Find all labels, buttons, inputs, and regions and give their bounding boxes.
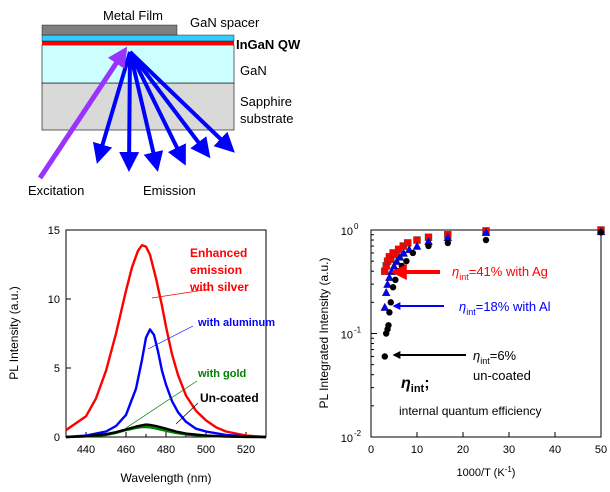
annotation-ag: ηint=41% with Ag [452, 264, 548, 282]
annotation-gold: with gold [197, 368, 246, 380]
emission-arrow [92, 51, 132, 164]
y-tick-label: 15 [48, 225, 60, 237]
y-tick-label: 10 [341, 433, 353, 445]
sapphire-label-line1: Sapphire [240, 94, 292, 109]
gan-spacer-label: GaN spacer [190, 15, 260, 30]
gold-pointer [125, 380, 198, 429]
gan-label: GaN [240, 63, 267, 78]
series-line [65, 423, 267, 439]
emission-arrow [119, 51, 140, 172]
x-tick-label: 520 [237, 444, 255, 456]
annotation-arrows [390, 264, 466, 359]
emission-arrow [128, 50, 235, 153]
data-points [380, 226, 606, 360]
data-point-square [404, 239, 412, 247]
uncoated-pointer [175, 402, 199, 425]
plot-frame [65, 229, 267, 438]
data-point-circle [482, 236, 490, 244]
annotation-aluminum: with aluminum [197, 317, 275, 329]
data-point-circle [386, 309, 393, 316]
y-tick-exponent: -1 [354, 326, 362, 335]
series-line [65, 244, 267, 439]
x-tick-label: 500 [197, 444, 215, 456]
metal-film-layer [41, 24, 178, 36]
eta-definition-caption: internal quantum efficiency [399, 404, 542, 418]
data-point-circle [381, 353, 388, 360]
y-axis-label: PL Integrated Intensity (a.u.) [317, 258, 331, 409]
sapphire-label-line2: substrate [240, 111, 293, 126]
data-point-circle [392, 276, 399, 284]
emission-arrow [128, 50, 211, 159]
x-tick-label: 480 [157, 444, 175, 456]
x-tick-label: 440 [77, 444, 95, 456]
excitation-label: Excitation [28, 183, 84, 198]
annotation-silver-line3: with silver [189, 280, 249, 294]
data-point-circle [403, 257, 410, 265]
data-point-circle [444, 239, 452, 247]
x-tick-label: 10 [411, 444, 423, 456]
series-lines [65, 244, 267, 439]
y-tick-label: 10 [341, 226, 353, 238]
annotation-uncoated-line2: un-coated [473, 368, 531, 383]
emission-arrow [128, 51, 186, 166]
emission-arrows [92, 50, 235, 172]
qw-layer [42, 41, 234, 45]
y-tick-exponent: -2 [354, 429, 362, 438]
x-axis-label: Wavelength (nm) [121, 471, 212, 485]
x-tick-label: 460 [117, 444, 135, 456]
y-axis-label: PL Intensity (a.u.) [7, 286, 21, 380]
data-point-circle [389, 284, 397, 291]
emission-label: Emission [143, 183, 196, 198]
annotation-uncoated: Un-coated [200, 391, 259, 405]
data-point-triangle [481, 227, 491, 237]
y-tick-label: 10 [341, 330, 353, 342]
tick-marks: 440 460 480 500 520 0 5 10 15 [48, 225, 255, 456]
data-point-circle [597, 229, 605, 236]
metal-film-label: Metal Film [103, 8, 163, 23]
x-tick-label: 0 [368, 444, 374, 456]
data-point-circle [385, 322, 392, 329]
eta-definition: ηint; [401, 375, 430, 395]
data-point-triangle [383, 279, 392, 288]
aluminum-pointer [147, 325, 194, 350]
data-point-triangle [381, 287, 391, 297]
annotation-silver-line1: Enhanced [190, 246, 247, 260]
x-tick-label: 50 [595, 444, 607, 456]
excitation-arrow [37, 46, 128, 180]
annotation-silver-line2: emission [190, 263, 242, 277]
x-tick-label: 20 [457, 444, 469, 456]
y-tick-exponent: 0 [354, 222, 359, 231]
x-tick-label: 30 [503, 444, 515, 456]
y-tick-label: 5 [54, 363, 60, 375]
annotation-uncoated: ηint=6% [473, 348, 517, 366]
device-diagram: Metal Film GaN spacer InGaN QW GaN Sapph… [28, 8, 301, 198]
x-axis-label: 1000/T (K-1) [457, 465, 516, 479]
data-point-circle [387, 299, 394, 306]
data-point-circle [425, 242, 432, 250]
annotation-al: ηint=18% with Al [459, 299, 551, 317]
y-tick-label: 10 [48, 294, 60, 306]
silver-pointer [151, 288, 211, 299]
data-point-triangle [380, 302, 390, 311]
spacer-layer [41, 34, 235, 42]
data-point-circle [409, 249, 417, 257]
y-tick-label: 0 [54, 432, 60, 444]
annotation-pointers [125, 288, 211, 429]
emission-arrow [128, 51, 164, 172]
series-line [65, 328, 267, 439]
data-point-circle [398, 262, 406, 270]
data-point-triangle [412, 241, 422, 250]
ingan-qw-label: InGaN QW [236, 37, 301, 52]
x-tick-label: 40 [549, 444, 561, 456]
